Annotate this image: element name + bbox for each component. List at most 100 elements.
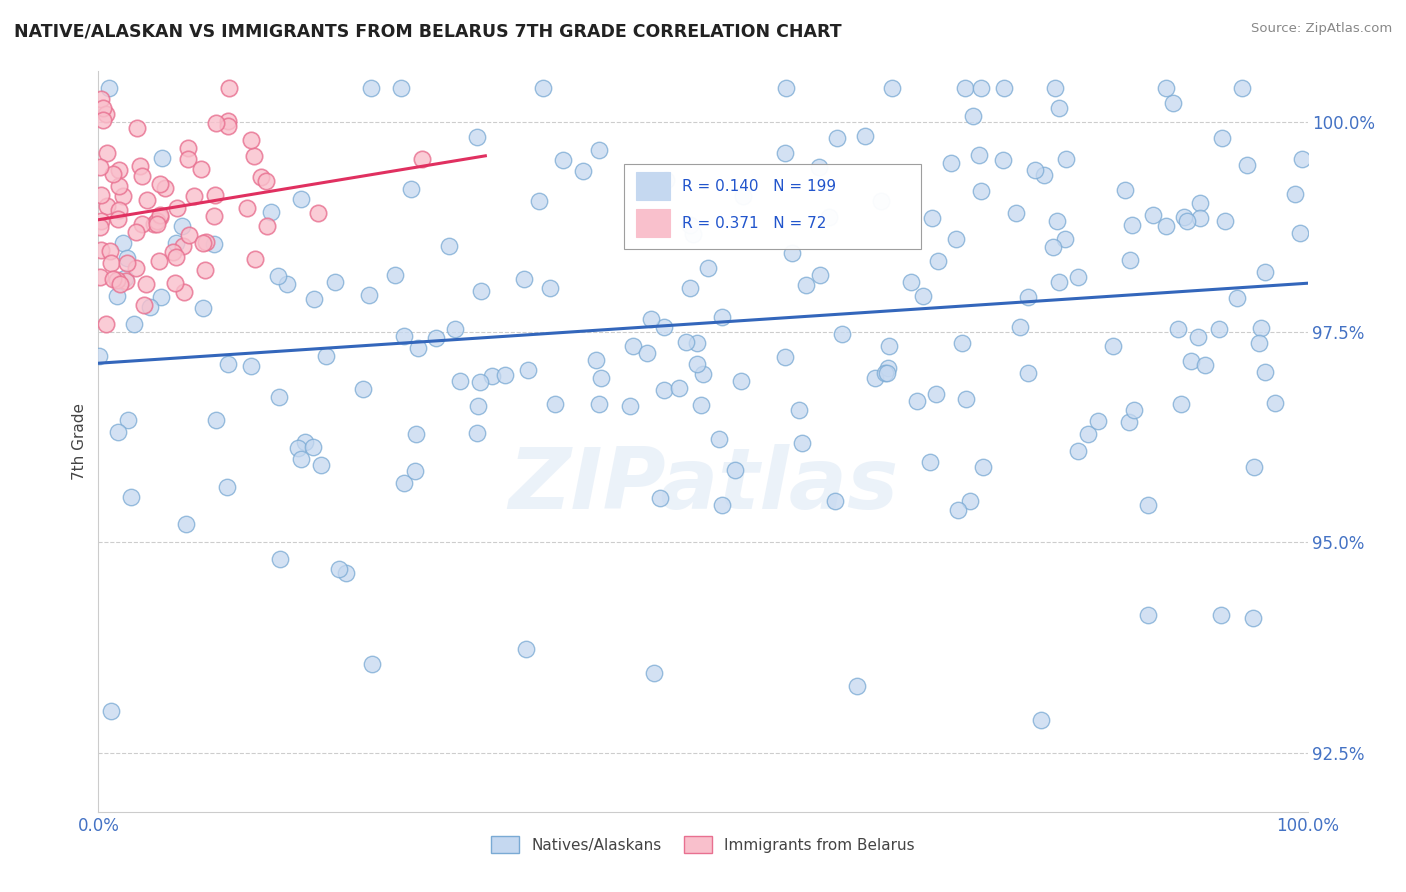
Point <box>551 153 574 168</box>
Point <box>1119 252 1142 267</box>
Point <box>177 141 200 155</box>
Point <box>668 381 690 395</box>
Point <box>124 317 146 331</box>
Point <box>205 413 228 427</box>
Point <box>177 152 200 166</box>
Point <box>640 311 662 326</box>
Point <box>1156 81 1178 95</box>
Point <box>808 268 831 282</box>
Point <box>125 225 148 239</box>
Point <box>1247 335 1270 350</box>
Point <box>131 217 153 231</box>
Point <box>531 81 554 95</box>
Point <box>512 272 534 286</box>
Point <box>129 159 152 173</box>
Point <box>572 164 595 178</box>
Point <box>91 112 114 127</box>
Point <box>870 194 893 208</box>
Point <box>243 252 266 266</box>
Point <box>1226 291 1249 305</box>
Point <box>150 290 173 304</box>
Point <box>853 129 876 144</box>
Point <box>149 211 172 225</box>
Point <box>696 260 718 275</box>
Point <box>107 425 129 439</box>
Point <box>108 203 131 218</box>
Point <box>686 357 709 371</box>
Point <box>162 245 184 260</box>
Point <box>790 436 813 450</box>
Point <box>845 679 868 693</box>
Point <box>538 281 561 295</box>
Point <box>1208 322 1230 336</box>
Point <box>955 81 977 95</box>
Point <box>1054 232 1077 246</box>
Text: Source: ZipAtlas.com: Source: ZipAtlas.com <box>1251 22 1392 36</box>
Point <box>177 228 200 243</box>
Point <box>103 271 125 285</box>
Point <box>193 235 215 250</box>
Point <box>89 161 111 175</box>
Point <box>1114 183 1136 197</box>
Point <box>115 251 138 265</box>
Point <box>236 202 259 216</box>
Point <box>1054 152 1077 166</box>
Point <box>96 145 118 160</box>
Point <box>269 551 291 566</box>
Point <box>654 173 676 187</box>
Point <box>194 263 217 277</box>
FancyBboxPatch shape <box>624 164 921 249</box>
Point <box>679 281 702 295</box>
Point <box>515 641 537 656</box>
Point <box>384 268 406 283</box>
Point <box>1264 396 1286 410</box>
Point <box>1136 498 1159 512</box>
Point <box>807 161 830 175</box>
Point <box>692 367 714 381</box>
Point <box>517 362 540 376</box>
Point <box>240 133 263 147</box>
Point <box>773 350 796 364</box>
Point <box>1194 358 1216 372</box>
Point <box>967 148 990 162</box>
Point <box>108 162 131 177</box>
Point <box>1213 213 1236 227</box>
Point <box>481 369 503 384</box>
Point <box>100 244 122 259</box>
Point <box>267 268 290 283</box>
Text: R = 0.140   N = 199: R = 0.140 N = 199 <box>682 178 837 194</box>
Point <box>775 81 797 95</box>
Legend: Natives/Alaskans, Immigrants from Belarus: Natives/Alaskans, Immigrants from Belaru… <box>485 830 921 860</box>
Point <box>707 432 730 446</box>
Point <box>105 289 128 303</box>
Point <box>117 413 139 427</box>
Point <box>1209 607 1232 622</box>
Text: NATIVE/ALASKAN VS IMMIGRANTS FROM BELARUS 7TH GRADE CORRELATION CHART: NATIVE/ALASKAN VS IMMIGRANTS FROM BELARU… <box>14 22 842 40</box>
Point <box>927 253 949 268</box>
Point <box>1189 195 1212 210</box>
Point <box>195 235 218 249</box>
Point <box>276 277 298 292</box>
Point <box>1066 443 1088 458</box>
Point <box>650 491 672 505</box>
Point <box>149 208 172 222</box>
Point <box>1170 397 1192 411</box>
Point <box>249 170 271 185</box>
Point <box>323 275 346 289</box>
Point <box>1087 414 1109 428</box>
Point <box>301 441 323 455</box>
Point <box>643 665 665 680</box>
Point <box>101 167 124 181</box>
Point <box>411 152 433 166</box>
Point <box>690 399 713 413</box>
Point <box>1243 460 1265 475</box>
Point <box>652 383 675 397</box>
Point <box>112 236 135 251</box>
Point <box>173 285 195 299</box>
Point <box>202 209 225 223</box>
Point <box>406 341 429 355</box>
Point <box>621 339 644 353</box>
Point <box>136 193 159 207</box>
Point <box>100 256 122 270</box>
Point <box>290 451 312 466</box>
